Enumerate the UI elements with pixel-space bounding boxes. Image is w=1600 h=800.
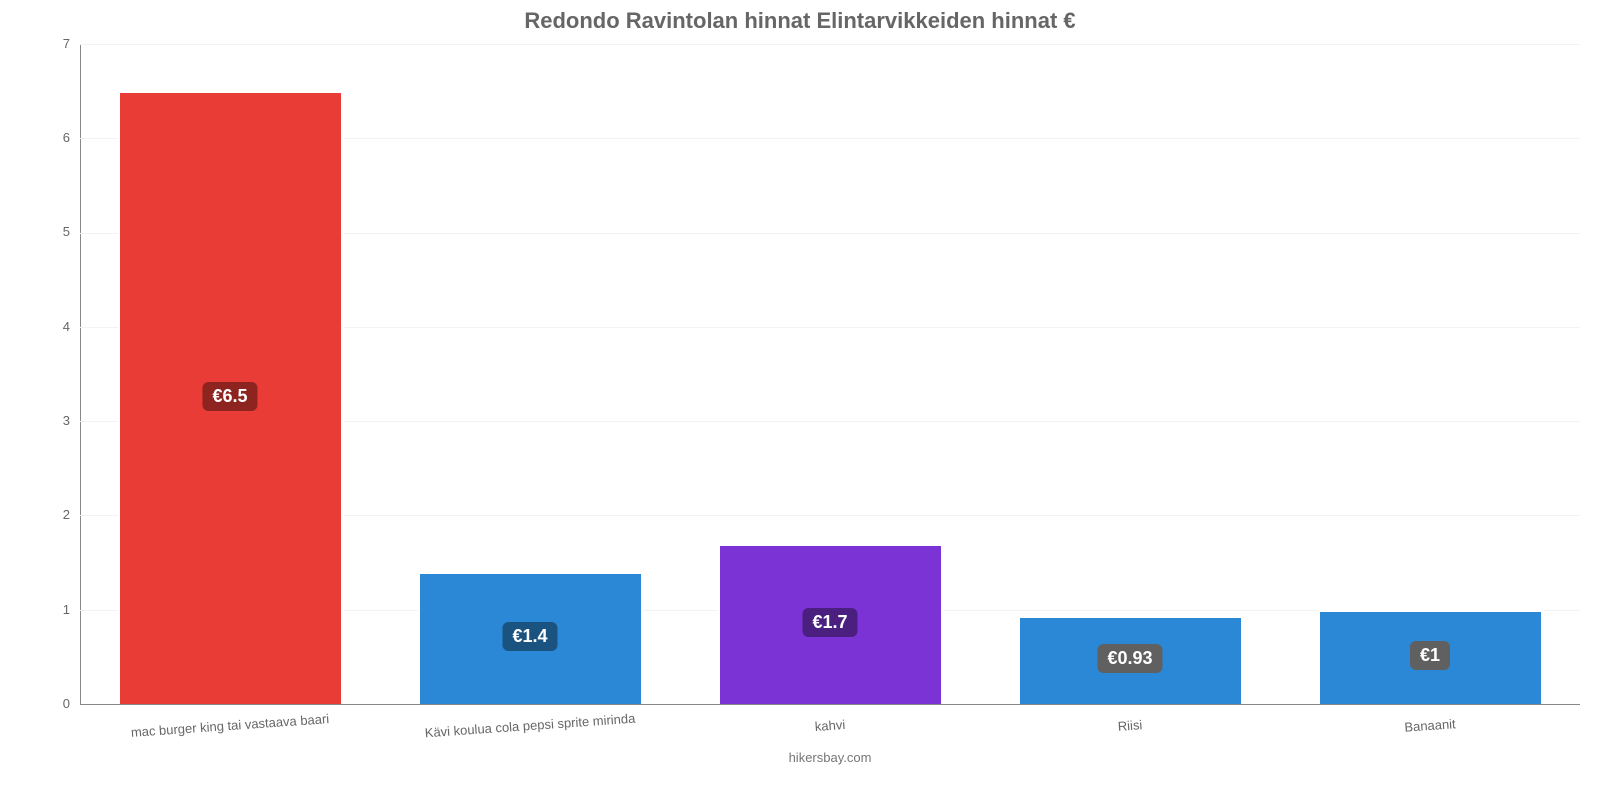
grid-line bbox=[80, 704, 1580, 705]
category-label: Riisi bbox=[1117, 717, 1143, 734]
bar: €1 bbox=[1318, 610, 1543, 704]
y-tick-label: 4 bbox=[63, 319, 70, 334]
y-axis-line bbox=[80, 44, 81, 704]
category-label: mac burger king tai vastaava baari bbox=[130, 711, 329, 740]
value-badge: €6.5 bbox=[202, 382, 257, 411]
y-tick-label: 6 bbox=[63, 130, 70, 145]
y-tick-label: 3 bbox=[63, 413, 70, 428]
bar: €1.7 bbox=[718, 544, 943, 704]
bar: €1.4 bbox=[418, 572, 643, 704]
value-badge: €1 bbox=[1410, 641, 1450, 670]
bar: €6.5 bbox=[118, 91, 343, 704]
attribution-text: hikersbay.com bbox=[789, 750, 872, 765]
y-tick-label: 2 bbox=[63, 507, 70, 522]
category-label: Banaanit bbox=[1404, 716, 1456, 735]
grid-line bbox=[80, 44, 1580, 45]
chart-title: Redondo Ravintolan hinnat Elintarvikkeid… bbox=[0, 8, 1600, 34]
category-label: Kävi koulua cola pepsi sprite mirinda bbox=[424, 711, 636, 741]
value-badge: €1.7 bbox=[802, 608, 857, 637]
category-label: kahvi bbox=[814, 717, 845, 734]
plot-area: 01234567€6.5mac burger king tai vastaava… bbox=[80, 44, 1580, 704]
value-badge: €1.4 bbox=[502, 622, 557, 651]
y-tick-label: 7 bbox=[63, 36, 70, 51]
value-badge: €0.93 bbox=[1097, 644, 1162, 673]
y-tick-label: 0 bbox=[63, 696, 70, 711]
y-tick-label: 1 bbox=[63, 602, 70, 617]
chart-container: Redondo Ravintolan hinnat Elintarvikkeid… bbox=[0, 0, 1600, 800]
bar: €0.93 bbox=[1018, 616, 1243, 704]
y-tick-label: 5 bbox=[63, 224, 70, 239]
